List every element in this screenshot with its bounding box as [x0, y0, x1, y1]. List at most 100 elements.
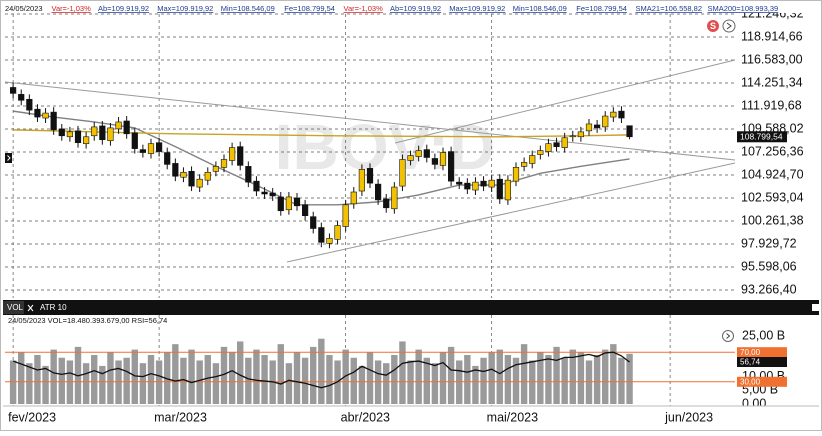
tab-label[interactable]: VOL: [7, 303, 24, 312]
y-tick-label: 0,00: [742, 396, 766, 410]
volume-bar: [326, 355, 333, 404]
volume-bar: [488, 352, 495, 404]
candle-body: [172, 163, 179, 177]
tab-close[interactable]: [27, 304, 34, 312]
candle-body: [602, 115, 609, 128]
volume-bar: [496, 349, 503, 404]
moving-average: [13, 110, 630, 206]
volume-bar: [464, 355, 471, 404]
rsi-level-box: [737, 347, 787, 358]
candle-body: [618, 110, 625, 119]
y-tick-label: 114.251,34: [741, 75, 803, 89]
info-item: Max=109.919,92: [157, 4, 213, 13]
y-tick-label: 111.919,68: [741, 98, 802, 112]
volume-bar: [358, 365, 366, 404]
volume-bar: [350, 357, 357, 404]
candle-body: [488, 179, 495, 188]
subtitle: 24/05/2023 VOL=18.480.393.679,00 RSI=56,…: [8, 316, 167, 325]
candle-body: [448, 151, 455, 182]
tab[interactable]: [3, 301, 24, 314]
info-item: Fe=108.799,54: [576, 4, 627, 13]
y-tick-label: 121.246,32: [741, 6, 804, 20]
info-item: Ab=109.919,92: [98, 4, 149, 13]
candle-body: [407, 155, 414, 161]
nav-button[interactable]: [722, 19, 736, 33]
candle-body: [553, 142, 560, 147]
volume-bar: [237, 341, 244, 404]
x-tick-label: abr/2023: [341, 410, 390, 424]
volume-bar: [577, 352, 585, 404]
candle-body: [334, 225, 341, 240]
candle-body: [123, 120, 130, 135]
price-pane: IBOV:D 93.266,40 95.598,06 97.929,72 100.26…: [4, 6, 804, 298]
volume-bar: [26, 363, 33, 404]
candle-body: [196, 178, 203, 188]
volume-bar: [42, 365, 49, 404]
candle-body: [610, 111, 617, 118]
info-item: Min=108.546,09: [221, 4, 275, 13]
candle-body: [423, 149, 430, 158]
y-tick-label: 118.914,66: [741, 29, 803, 43]
panel-toggle[interactable]: [812, 304, 819, 311]
candle-body: [180, 171, 187, 178]
trendlines: [4, 59, 736, 263]
candle-body: [74, 130, 82, 143]
volume-bar: [447, 346, 455, 404]
tab-label[interactable]: ATR 10: [40, 303, 67, 312]
trendline: [394, 59, 736, 144]
rsi-last-box: [737, 357, 787, 368]
volume-bar: [91, 355, 98, 404]
trendline: [4, 81, 736, 161]
info-item: Fe=108.799,54: [284, 4, 335, 13]
side-marker: [5, 153, 12, 163]
volume-bar: [82, 363, 90, 404]
candle-body: [245, 166, 252, 183]
candle-body: [456, 181, 463, 185]
info-item: Max=109.919,92: [449, 4, 505, 13]
candle-body: [626, 125, 633, 138]
x-tick-label: mar/2023: [154, 410, 207, 424]
nav-button[interactable]: [722, 330, 734, 342]
candle-body: [139, 149, 146, 153]
candle-body: [50, 111, 57, 131]
candle-body: [115, 121, 122, 130]
volume-bar: [18, 352, 25, 404]
badge[interactable]: S: [710, 21, 716, 31]
volume-bar: [618, 357, 625, 404]
candle-body: [504, 179, 511, 201]
candle-body: [415, 150, 422, 157]
volume-bar: [50, 349, 57, 404]
nav-arrow: [726, 22, 732, 30]
volume-bar: [593, 355, 601, 404]
nav-arrow: [726, 333, 731, 339]
volume-bar: [399, 341, 406, 404]
volume-bar: [431, 363, 439, 404]
y-tick-label: 93.266,40: [741, 282, 797, 296]
volume-bar: [520, 344, 528, 404]
x-tick-label: mai/2023: [487, 410, 538, 424]
candle-body: [66, 131, 73, 138]
volume-bar: [504, 355, 512, 404]
badge-icon[interactable]: [707, 20, 719, 32]
volume-bar: [261, 355, 268, 404]
info-item: 24/05/2023: [5, 4, 43, 13]
rsi-last-label: 56,74: [740, 358, 761, 367]
candle-body: [237, 146, 244, 166]
candle-body: [569, 135, 576, 138]
candle-body: [277, 196, 284, 212]
candle-body: [391, 186, 398, 210]
volume-bar: [220, 346, 228, 404]
volume-bar: [318, 338, 325, 404]
candle-body: [34, 108, 41, 118]
volume-bar: [366, 352, 374, 404]
volume-bar: [228, 352, 236, 404]
candle-body: [512, 167, 520, 182]
volume-bar: [147, 355, 155, 404]
candle-body: [83, 136, 90, 144]
candle-body: [253, 180, 260, 192]
panel-bar: [3, 300, 819, 315]
volume-bar: [391, 355, 398, 404]
trendline: [286, 162, 736, 263]
candle-body: [496, 178, 503, 200]
candle-body: [26, 98, 33, 111]
